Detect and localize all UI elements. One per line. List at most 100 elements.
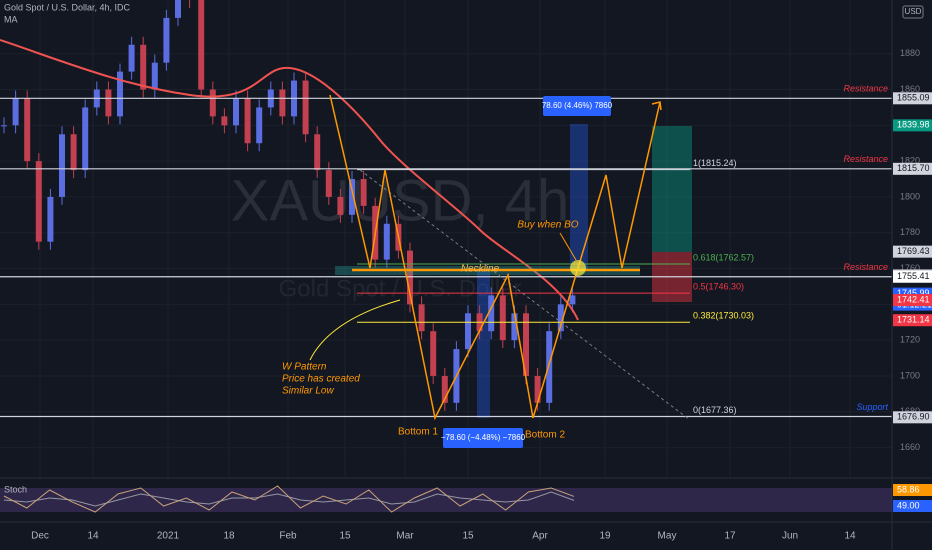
candle bbox=[35, 161, 42, 242]
candle bbox=[24, 98, 31, 162]
fib-label: 0.382(1730.03) bbox=[693, 311, 754, 321]
price-tag bbox=[893, 294, 932, 307]
candle bbox=[557, 304, 564, 332]
w-pattern-label: Similar Low bbox=[282, 386, 334, 397]
x-tick-label: 18 bbox=[223, 531, 235, 542]
candle bbox=[337, 196, 344, 215]
measure-up-label: 78.60 (4.46%) 7860 bbox=[542, 101, 613, 110]
candle bbox=[140, 44, 147, 90]
indicator-label: MA bbox=[4, 14, 18, 24]
candle bbox=[325, 170, 332, 197]
candle bbox=[383, 223, 390, 260]
price-tag bbox=[893, 270, 932, 283]
candle bbox=[82, 107, 89, 171]
y-tick-label: 1760 bbox=[900, 263, 920, 273]
candle bbox=[349, 179, 355, 215]
stoch-tag-label: 58.86 bbox=[897, 484, 920, 494]
candle bbox=[105, 89, 112, 117]
target-zone bbox=[652, 126, 692, 252]
candle bbox=[198, 0, 205, 90]
candle bbox=[360, 179, 367, 206]
arrow-head bbox=[651, 101, 662, 111]
x-tick-label: 15 bbox=[462, 531, 474, 542]
stoch-label: Stoch bbox=[4, 484, 27, 494]
neckline-label: Neckline bbox=[461, 264, 500, 275]
price-tag-label: 1839.98 bbox=[897, 120, 930, 130]
price-tag-label: 1769.43 bbox=[897, 246, 930, 256]
candle bbox=[534, 375, 541, 403]
x-tick-label: Mar bbox=[396, 531, 414, 542]
buy-pointer bbox=[559, 232, 577, 261]
candle bbox=[59, 134, 65, 197]
candle bbox=[418, 304, 425, 332]
measure-down-box bbox=[443, 428, 523, 448]
y-tick-label: 1880 bbox=[900, 48, 920, 58]
w-pattern-label: Price has created bbox=[282, 374, 360, 385]
price-tag-label: 1855.09 bbox=[897, 93, 930, 103]
price-tag-label: 1731.14 bbox=[897, 315, 930, 325]
y-tick-label: 1800 bbox=[900, 191, 920, 201]
bottom-label: Bottom 1 bbox=[398, 427, 438, 438]
y-tick-label: 1700 bbox=[900, 370, 920, 380]
stoch-tag bbox=[893, 500, 932, 512]
fib-label: 0.618(1762.57) bbox=[693, 252, 754, 262]
x-tick-label: 15 bbox=[339, 531, 351, 542]
candle bbox=[569, 295, 576, 305]
breakout-marker bbox=[570, 260, 586, 276]
w-pattern-path bbox=[329, 94, 661, 421]
candle bbox=[70, 134, 77, 171]
y-tick-label: 1780 bbox=[900, 227, 920, 237]
stoch-k bbox=[3, 485, 575, 513]
fib-label: 0.5(1746.30) bbox=[693, 281, 744, 291]
y-tick-label: 1820 bbox=[900, 155, 920, 165]
buy-label: Buy when BO bbox=[517, 220, 578, 231]
candle bbox=[12, 98, 19, 126]
price-tag bbox=[893, 162, 932, 175]
candle bbox=[279, 89, 286, 117]
y-tick-label: 1860 bbox=[900, 84, 920, 94]
candle bbox=[465, 313, 471, 350]
price-tag-label: 1742.41 bbox=[897, 294, 930, 304]
price-tag bbox=[893, 245, 932, 258]
candle bbox=[256, 107, 263, 144]
price-tag-label: 1676.90 bbox=[897, 412, 930, 422]
candle bbox=[47, 196, 54, 242]
x-tick-label: 2021 bbox=[157, 531, 180, 542]
moving-average bbox=[0, 39, 579, 321]
price-tag-label: 1755.41 bbox=[897, 271, 930, 281]
watermark-name: Gold Spot / U.S. Dollar bbox=[279, 275, 522, 302]
measure-up-zone bbox=[570, 124, 588, 270]
stoch-tag-label: 49.00 bbox=[897, 500, 920, 510]
level-label: Resistance bbox=[843, 154, 888, 164]
fib-label: 1(1815.24) bbox=[693, 158, 737, 168]
currency-label: USD bbox=[905, 7, 922, 16]
candle bbox=[1, 125, 7, 127]
y-tick-label: 1660 bbox=[900, 442, 920, 452]
symbol-title: Gold Spot / U.S. Dollar, 4h, IDC bbox=[4, 2, 131, 12]
level-label: Support bbox=[856, 402, 888, 412]
y-tick-label: 1680 bbox=[900, 406, 920, 416]
candle bbox=[163, 17, 170, 63]
price-tag bbox=[893, 92, 932, 105]
candle bbox=[128, 44, 135, 72]
candle bbox=[244, 98, 251, 144]
x-tick-label: Apr bbox=[532, 531, 548, 542]
price-tag-label: 1745.99 bbox=[897, 288, 930, 298]
price-tag-label: 1815.70 bbox=[897, 163, 930, 173]
candle bbox=[314, 134, 321, 171]
candle bbox=[407, 250, 413, 305]
candle bbox=[523, 313, 529, 376]
price-tag bbox=[893, 314, 932, 327]
candle bbox=[441, 375, 448, 403]
level-label: Resistance bbox=[843, 84, 888, 94]
x-tick-label: 14 bbox=[844, 531, 856, 542]
candle bbox=[175, 0, 181, 18]
candle bbox=[233, 98, 239, 126]
x-tick-label: Dec bbox=[31, 531, 49, 542]
currency-box bbox=[902, 5, 924, 19]
candle bbox=[117, 71, 123, 117]
measure-down-label: −78.60 (−4.48%) −7860 bbox=[441, 433, 526, 442]
